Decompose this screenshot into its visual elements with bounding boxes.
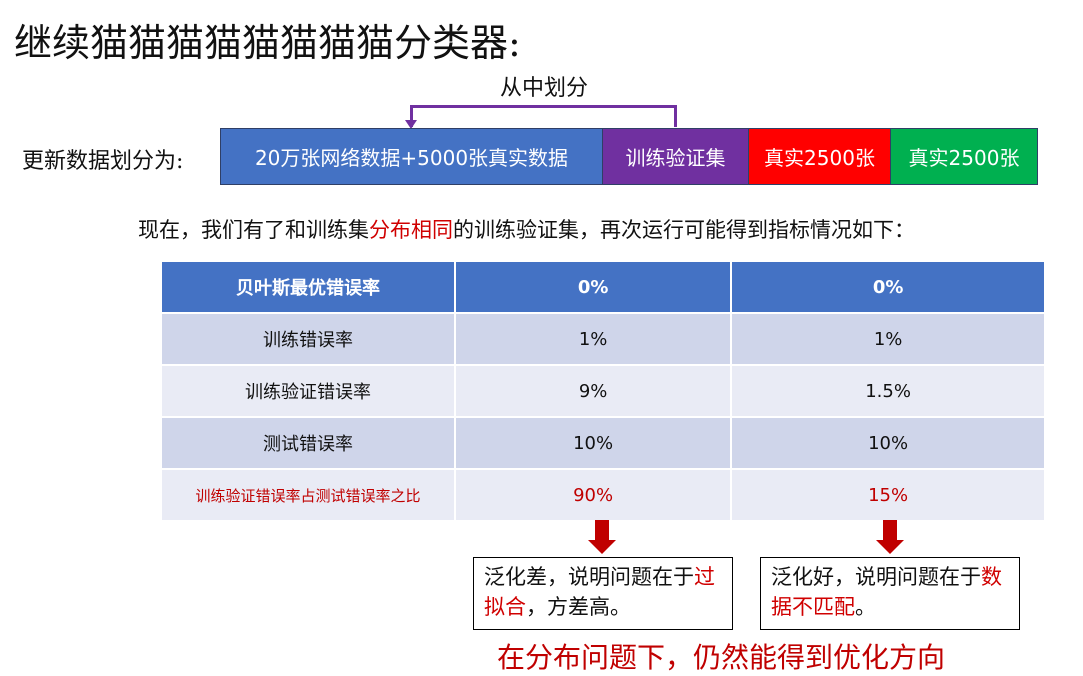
header-cell: 贝叶斯最优错误率	[160, 260, 456, 314]
table-header: 贝叶斯最优错误率 0% 0%	[160, 260, 1046, 314]
table-cell: 90%	[453, 468, 733, 522]
segment-dev: 真实2500张	[749, 129, 891, 184]
segment-web-data: 20万张网络数据+5000张真实数据	[221, 129, 603, 184]
note-overfitting: 泛化差，说明问题在于过拟合，方差高。	[473, 557, 733, 630]
table-cell: 1%	[453, 312, 733, 366]
conclusion: 在分布问题下，仍然能得到优化方向	[497, 641, 946, 674]
table-cell: 10%	[730, 416, 1046, 470]
arrow-down-icon	[876, 520, 904, 554]
note-text: 泛化差，说明问题在于	[484, 565, 694, 589]
header-cell: 0%	[730, 260, 1046, 314]
intro-after: 的训练验证集，再次运行可能得到指标情况如下：	[453, 218, 915, 242]
table-cell: 训练验证错误率	[160, 364, 456, 418]
arrow-down-icon	[588, 520, 616, 554]
table-cell: 测试错误率	[160, 416, 456, 470]
table-cell: 训练验证错误率占测试错误率之比	[160, 468, 456, 522]
header-cell: 0%	[453, 260, 733, 314]
table-row: 测试错误率 10% 10%	[160, 416, 1046, 470]
table-cell: 9%	[453, 364, 733, 418]
data-split-label: 更新数据划分为:	[22, 149, 184, 174]
table-cell: 1.5%	[730, 364, 1046, 418]
data-split-bar: 20万张网络数据+5000张真实数据 训练验证集 真实2500张 真实2500张	[220, 128, 1038, 185]
note-highlight: 数据不匹配	[771, 565, 1002, 619]
table-cell: 1%	[730, 312, 1046, 366]
split-label: 从中划分	[500, 76, 589, 101]
note-text: 。	[855, 595, 876, 619]
intro-text: 现在，我们有了和训练集分布相同的训练验证集，再次运行可能得到指标情况如下：	[138, 214, 915, 244]
table-row: 训练验证错误率占测试错误率之比 90% 15%	[160, 468, 1046, 522]
slide-title: 继续猫猫猫猫猫猫猫猫分类器:	[14, 21, 521, 65]
intro-highlight: 分布相同	[369, 218, 453, 242]
note-mismatch: 泛化好，说明问题在于数据不匹配。	[760, 557, 1020, 630]
table-row: 训练验证错误率 9% 1.5%	[160, 364, 1046, 418]
table-cell: 10%	[453, 416, 733, 470]
table-cell: 15%	[730, 468, 1046, 522]
segment-test: 真实2500张	[891, 129, 1037, 184]
note-highlight: 过拟合	[484, 565, 715, 619]
split-bracket	[410, 105, 677, 127]
segment-train-dev: 训练验证集	[603, 129, 749, 184]
note-text: 泛化好，说明问题在于	[771, 565, 981, 589]
error-table: 贝叶斯最优错误率 0% 0% 训练错误率 1% 1% 训练验证错误率 9% 1.…	[160, 260, 1046, 522]
note-text: ，方差高。	[526, 595, 631, 619]
intro-before: 现在，我们有了和训练集	[138, 218, 369, 242]
table-row: 训练错误率 1% 1%	[160, 312, 1046, 366]
table-cell: 训练错误率	[160, 312, 456, 366]
arrow-down-icon	[405, 120, 417, 129]
